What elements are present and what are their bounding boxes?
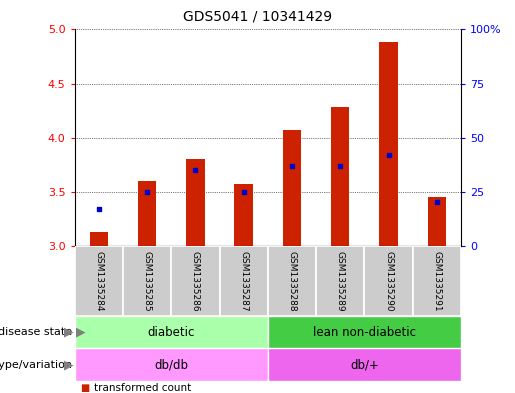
Text: GDS5041 / 10341429: GDS5041 / 10341429	[183, 10, 332, 24]
Bar	[75, 316, 268, 348]
Text: lean non-diabetic: lean non-diabetic	[313, 325, 416, 339]
Text: GSM1335291: GSM1335291	[432, 251, 441, 311]
Bar	[138, 181, 156, 246]
Text: GSM1335284: GSM1335284	[94, 251, 104, 311]
Text: transformed count: transformed count	[94, 383, 192, 393]
Text: GSM1335285: GSM1335285	[143, 251, 151, 311]
Text: db/db: db/db	[154, 358, 188, 371]
Bar	[186, 159, 204, 246]
Text: diabetic: diabetic	[148, 325, 195, 339]
Bar	[283, 130, 301, 246]
Bar	[268, 316, 461, 348]
Bar	[268, 348, 461, 381]
Text: GSM1335288: GSM1335288	[287, 251, 297, 311]
Text: db/+: db/+	[350, 358, 379, 371]
Text: ▶: ▶	[64, 358, 74, 371]
Text: GSM1335287: GSM1335287	[239, 251, 248, 311]
Text: genotype/variation: genotype/variation	[0, 360, 72, 369]
Bar	[268, 246, 316, 316]
Bar	[90, 231, 108, 246]
Bar	[413, 246, 461, 316]
Bar	[75, 246, 123, 316]
Bar	[171, 246, 219, 316]
Bar	[316, 246, 365, 316]
Text: disease state: disease state	[0, 327, 72, 337]
Bar	[234, 184, 253, 246]
Text: ■: ■	[80, 383, 89, 393]
Bar	[331, 107, 349, 246]
Bar	[219, 246, 268, 316]
Text: GSM1335286: GSM1335286	[191, 251, 200, 311]
Bar	[75, 348, 268, 381]
Bar	[380, 42, 398, 246]
Text: ▶: ▶	[72, 325, 85, 339]
Bar	[123, 246, 171, 316]
Text: GSM1335290: GSM1335290	[384, 251, 393, 311]
Bar	[365, 246, 413, 316]
Bar	[427, 197, 446, 246]
Text: GSM1335289: GSM1335289	[336, 251, 345, 311]
Text: ▶: ▶	[64, 325, 74, 339]
